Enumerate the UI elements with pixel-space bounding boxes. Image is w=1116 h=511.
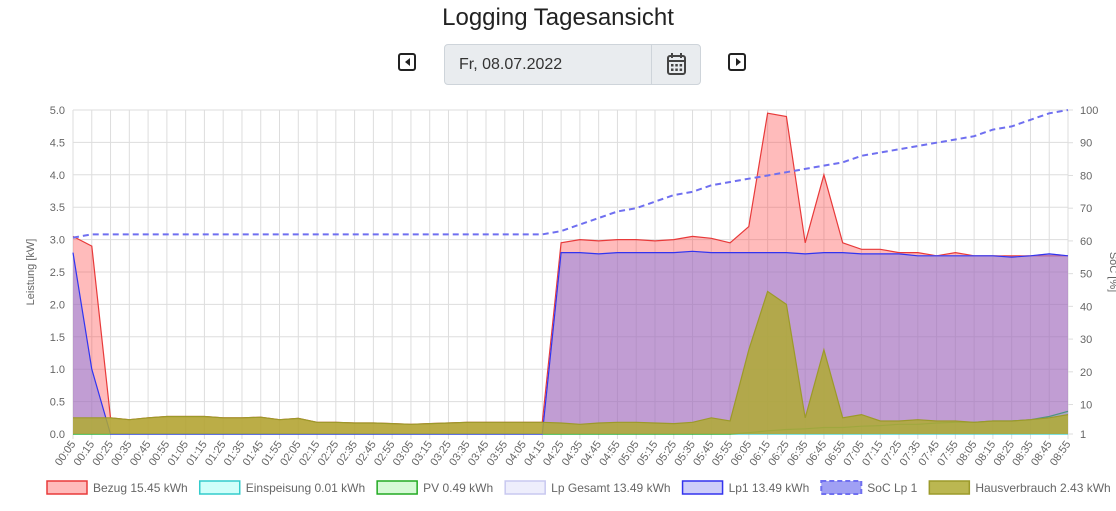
y2-tick-label: 100 (1080, 105, 1098, 117)
y2-tick-label: 50 (1080, 269, 1092, 281)
series-area (73, 291, 1068, 434)
legend-swatch (46, 480, 88, 495)
series-line (73, 290, 1069, 425)
page-title: Logging Tagesansicht (442, 4, 674, 31)
y2-tick-label: 10 (1080, 400, 1092, 412)
y-tick-label: 3.5 (50, 202, 65, 214)
legend-swatch (928, 480, 971, 495)
y2-axis-label: SoC [%] (1107, 252, 1116, 292)
y-tick-label: 1.0 (50, 364, 65, 376)
y2-tick-label: 40 (1080, 301, 1092, 313)
legend-swatch (681, 480, 724, 495)
legend-label: Bezug 15.45 kWh (93, 481, 188, 495)
legend-label: Lp Gesamt 13.49 kWh (551, 481, 670, 495)
y2-tick-label: 70 (1080, 203, 1092, 215)
y-tick-label: 3.0 (50, 235, 65, 247)
series-line (72, 109, 1069, 239)
legend-swatch (504, 480, 546, 495)
legend-swatch (376, 480, 418, 495)
y2-tick-label: 30 (1080, 334, 1092, 346)
y-tick-label: 5.0 (50, 105, 65, 117)
y-tick-label: 0.0 (50, 429, 65, 441)
next-day-button[interactable] (728, 53, 746, 71)
y2-tick-label: 1 (1080, 429, 1086, 441)
y2-tick-label: 80 (1080, 170, 1092, 182)
legend-label: Einspeisung 0.01 kWh (246, 481, 365, 495)
y-tick-label: 0.5 (50, 397, 65, 409)
series-area (73, 251, 1068, 434)
y-tick-label: 1.5 (50, 332, 65, 344)
legend-label: Lp1 13.49 kWh (729, 481, 810, 495)
y-tick-label: 4.5 (50, 137, 65, 149)
date-input[interactable]: Fr, 08.07.2022 (444, 44, 652, 85)
y-tick-label: 2.5 (50, 267, 65, 279)
y-axis-label: Leistung [kW] (25, 239, 37, 306)
legend-label: Hausverbrauch 2.43 kWh (975, 481, 1110, 495)
y-tick-label: 2.0 (50, 299, 65, 311)
y2-tick-label: 20 (1080, 367, 1092, 379)
calendar-button[interactable] (651, 44, 701, 85)
x-tick-label: 08:55 (1048, 439, 1074, 468)
prev-day-button[interactable] (398, 53, 416, 71)
y-tick-label: 4.0 (50, 170, 65, 182)
legend-label: PV 0.49 kWh (423, 481, 493, 495)
legend-label: SoC Lp 1 (867, 481, 917, 495)
y2-tick-label: 90 (1080, 138, 1092, 150)
legend-swatch (820, 480, 863, 495)
y2-tick-label: 60 (1080, 236, 1092, 248)
legend-swatch (198, 480, 241, 495)
